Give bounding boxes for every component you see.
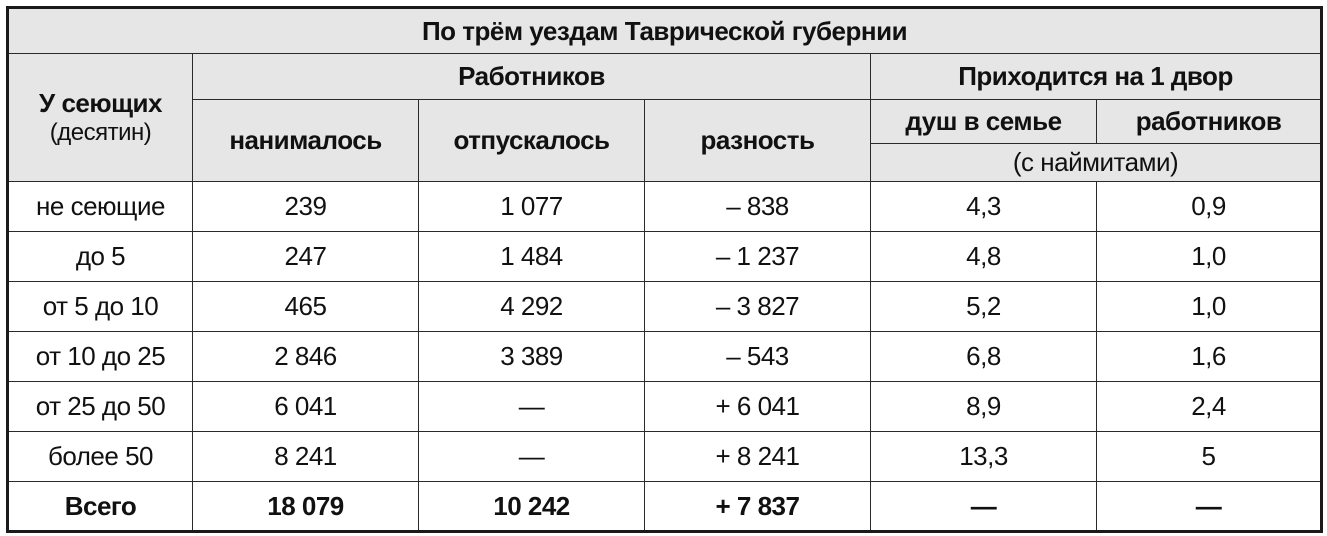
cell-workers: 1,6: [1095, 331, 1323, 382]
cell-souls: 8,9: [870, 381, 1097, 432]
cell-difference: – 3 827: [644, 281, 871, 332]
table-row: не сеющие 239 1 077 – 838 4,3 0,9: [7, 181, 1323, 232]
cell-hired: 465: [192, 281, 419, 332]
cell-hired: 2 846: [192, 331, 419, 382]
total-group: Всего: [7, 481, 193, 532]
table-row: до 5 247 1 484 – 1 237 4,8 1,0: [7, 231, 1323, 282]
cell-hired: 239: [192, 181, 419, 232]
total-workers: —: [1095, 481, 1323, 532]
table-container: По трём уездам Таврической губернии У се…: [6, 6, 1324, 533]
header-per-household: Приходится на 1 двор: [869, 53, 1323, 100]
cell-hired: 8 241: [192, 431, 419, 482]
cell-workers: 2,4: [1095, 381, 1323, 432]
table-row: от 10 до 25 2 846 3 389 – 543 6,8 1,6: [7, 331, 1323, 382]
cell-difference: + 8 241: [644, 431, 871, 482]
total-difference: + 7 837: [644, 481, 871, 532]
cell-workers: 1,0: [1095, 231, 1323, 282]
cell-group: более 50: [7, 431, 193, 482]
cell-workers: 0,9: [1095, 181, 1323, 232]
header-with-hired-note: (с наймитами): [869, 143, 1323, 182]
cell-souls: 5,2: [870, 281, 1097, 332]
total-hired: 18 079: [192, 481, 419, 532]
cell-difference: + 6 041: [644, 381, 871, 432]
cell-souls: 4,3: [870, 181, 1097, 232]
cell-workers: 5: [1095, 431, 1323, 482]
cell-difference: – 838: [644, 181, 871, 232]
cell-group: до 5: [7, 231, 193, 282]
table-title: По трём уездам Таврической губернии: [6, 7, 1323, 54]
header-group-unit: (десятин): [49, 119, 152, 146]
cell-souls: 6,8: [870, 331, 1097, 382]
header-hired: нанималось: [192, 99, 419, 182]
cell-group: от 10 до 25: [7, 331, 193, 382]
header-group: У сеющих (десятин): [7, 53, 193, 182]
total-released: 10 242: [418, 481, 645, 532]
header-souls-in-family: душ в семье: [870, 99, 1097, 144]
cell-group: не сеющие: [7, 181, 193, 232]
header-released: отпускалось: [418, 99, 645, 182]
cell-released: 3 389: [418, 331, 645, 382]
header-difference: разность: [644, 99, 871, 182]
cell-hired: 6 041: [192, 381, 419, 432]
table-total-row: Всего 18 079 10 242 + 7 837 — —: [7, 481, 1323, 532]
header-workers: Работников: [192, 53, 871, 100]
cell-souls: 4,8: [870, 231, 1097, 282]
table-row: от 25 до 50 6 041 — + 6 041 8,9 2,4: [7, 381, 1323, 432]
cell-difference: – 1 237: [644, 231, 871, 282]
cell-hired: 247: [192, 231, 419, 282]
cell-released: 4 292: [418, 281, 645, 332]
cell-released: —: [418, 431, 645, 482]
cell-workers: 1,0: [1095, 281, 1323, 332]
data-table: По трём уездам Таврической губернии У се…: [6, 6, 1324, 533]
cell-souls: 13,3: [870, 431, 1097, 482]
total-souls: —: [870, 481, 1097, 532]
cell-released: —: [418, 381, 645, 432]
cell-released: 1 077: [418, 181, 645, 232]
cell-released: 1 484: [418, 231, 645, 282]
table-row: от 5 до 10 465 4 292 – 3 827 5,2 1,0: [7, 281, 1323, 332]
cell-group: от 5 до 10: [7, 281, 193, 332]
cell-difference: – 543: [644, 331, 871, 382]
header-workers-per-household: работников: [1095, 99, 1323, 144]
header-group-label: У сеющих: [39, 88, 162, 118]
cell-group: от 25 до 50: [7, 381, 193, 432]
table-row: более 50 8 241 — + 8 241 13,3 5: [7, 431, 1323, 482]
